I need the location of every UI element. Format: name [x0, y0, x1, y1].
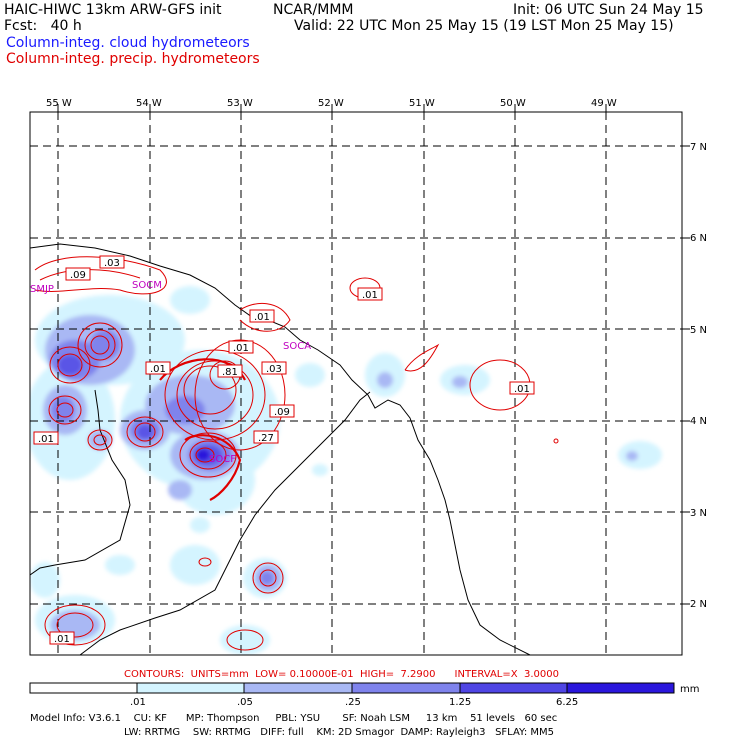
- contour-labels: .09 .03 .01 .01 .01 .01 .81 .03 .09 .27 …: [38, 258, 530, 645]
- station-label: SOCM: [132, 280, 162, 291]
- contour-label: .81: [222, 367, 238, 378]
- precip-field-title: Column-integ. precip. hydrometeors: [6, 51, 260, 67]
- lat-label: 2 N: [690, 599, 707, 610]
- contour-label: .01: [38, 434, 54, 445]
- color-bar-unit: mm: [680, 684, 699, 695]
- lat-label: 6 N: [690, 233, 707, 244]
- lon-label: 49 W: [591, 98, 617, 109]
- contour-label: .01: [362, 290, 378, 301]
- contour-label-boxes: [33, 255, 535, 645]
- contour-label: .03: [104, 258, 120, 269]
- lon-label: 52 W: [318, 98, 344, 109]
- contour-label: .09: [274, 407, 290, 418]
- stations: SMJP SOCM SOCA SOCF: [30, 280, 311, 465]
- contour-label: .09: [70, 270, 86, 281]
- init-time: Init: 06 UTC Sun 24 May 15: [513, 2, 704, 18]
- valid-time: Valid: 22 UTC Mon 25 May 15 (19 LST Mon …: [294, 18, 674, 34]
- map-frame: [29, 111, 683, 656]
- contour-label: .01: [254, 312, 270, 323]
- lat-label: 7 N: [690, 142, 707, 153]
- graticule: [30, 112, 682, 655]
- model-info-line1: Model Info: V3.6.1 CU: KF MP: Thompson P…: [30, 713, 557, 724]
- color-bar-label: .25: [345, 697, 361, 708]
- color-bar-labels: .01 .05 .25 1.25 6.25 mm: [130, 684, 699, 708]
- latitude-labels: 7 N 6 N 5 N 4 N 3 N 2 N: [690, 142, 707, 610]
- color-bar-label: .01: [130, 697, 146, 708]
- lon-label: 55 W: [46, 98, 72, 109]
- lon-label: 53 W: [227, 98, 253, 109]
- contour-label: .27: [258, 433, 274, 444]
- lon-label: 50 W: [500, 98, 526, 109]
- contour-label: .01: [54, 634, 70, 645]
- lon-label: 51 W: [409, 98, 435, 109]
- station-label: SOCF: [209, 454, 236, 465]
- lon-label: 54 W: [136, 98, 162, 109]
- center-label: NCAR/MMM: [273, 2, 354, 18]
- contour-label: .01: [150, 364, 166, 375]
- station-label: SMJP: [30, 284, 54, 295]
- contour-info: CONTOURS: UNITS=mm LOW= 0.10000E-01 HIGH…: [124, 669, 559, 680]
- contour-label: .03: [266, 364, 282, 375]
- color-bar-label: .05: [237, 697, 253, 708]
- contour-label: .01: [233, 343, 249, 354]
- color-bar: [29, 682, 675, 694]
- model-info-line2: LW: RRTMG SW: RRTMG DIFF: full KM: 2D Sm…: [124, 727, 554, 738]
- longitude-labels: 55 W 54 W 53 W 52 W 51 W 50 W 49 W: [46, 98, 617, 109]
- station-label: SOCA: [283, 341, 311, 352]
- lat-label: 4 N: [690, 416, 707, 427]
- cloud-field-title: Column-integ. cloud hydrometeors: [6, 35, 250, 51]
- frame-ticks: [57, 104, 690, 605]
- model-title: HAIC-HIWC 13km ARW-GFS init: [4, 2, 222, 18]
- lat-label: 3 N: [690, 508, 707, 519]
- lat-label: 5 N: [690, 325, 707, 336]
- contour-label: .01: [514, 384, 530, 395]
- color-bar-label: 6.25: [556, 697, 578, 708]
- cloud-shading: [30, 286, 662, 655]
- forecast-hour: Fcst: 40 h: [4, 18, 82, 34]
- color-bar-label: 1.25: [449, 697, 471, 708]
- coastline: [30, 243, 531, 655]
